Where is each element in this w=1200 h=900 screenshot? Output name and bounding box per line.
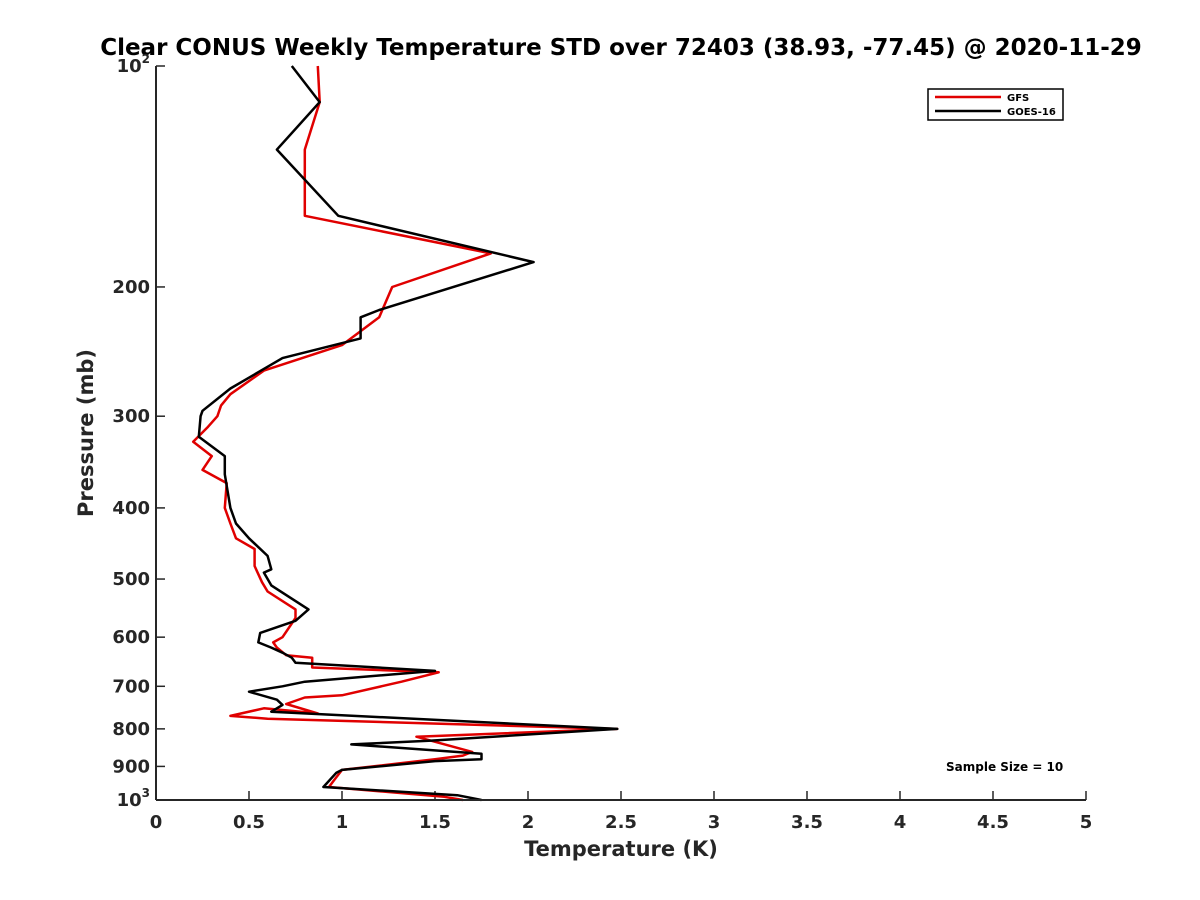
y-axis-ticks: 102 200 300 400 500 600 700 800 900 103 [112, 52, 165, 811]
legend: GFS GOES-16 [927, 88, 1064, 121]
y-tick-label: 103 [117, 786, 150, 811]
y-tick-label: 200 [112, 277, 150, 298]
y-tick-label: 900 [112, 756, 150, 777]
x-tick-label: 3 [708, 812, 721, 833]
x-tick-label: 0 [150, 812, 163, 833]
y-tick-label: 102 [117, 52, 150, 77]
series-lines [191, 65, 619, 802]
x-tick-label: 4 [894, 812, 907, 833]
y-tick-label: 400 [112, 498, 150, 519]
x-tick-label: 2 [522, 812, 535, 833]
x-tick-label: 4.5 [977, 812, 1009, 833]
x-tick-label: 1.5 [419, 812, 451, 833]
x-tick-label: 1 [336, 812, 349, 833]
y-tick-label: 800 [112, 719, 150, 740]
legend-box [927, 88, 1064, 121]
x-tick-label: 0.5 [233, 812, 265, 833]
y-tick-label: 500 [112, 569, 150, 590]
series-line-gfs [191, 65, 619, 802]
y-tick-label: 300 [112, 406, 150, 427]
y-tick-label: 600 [112, 627, 150, 648]
y-tick-label: 700 [112, 676, 150, 697]
x-tick-label: 2.5 [605, 812, 637, 833]
x-axis-ticks: 0 0.5 1 1.5 2 2.5 3 3.5 4 4.5 5 [150, 791, 1093, 833]
axes [155, 66, 1086, 801]
legend-label-gfs: GFS [1007, 93, 1029, 104]
x-tick-label: 3.5 [791, 812, 823, 833]
x-axis-label: Temperature (K) [524, 837, 718, 861]
legend-label-goes16: GOES-16 [1007, 107, 1056, 118]
y-axis-label: Pressure (mb) [74, 349, 98, 517]
chart-title: Clear CONUS Weekly Temperature STD over … [100, 35, 1142, 61]
series-line-goes16 [197, 65, 619, 802]
sample-size-annotation: Sample Size = 10 [946, 760, 1063, 774]
x-tick-label: 5 [1080, 812, 1093, 833]
